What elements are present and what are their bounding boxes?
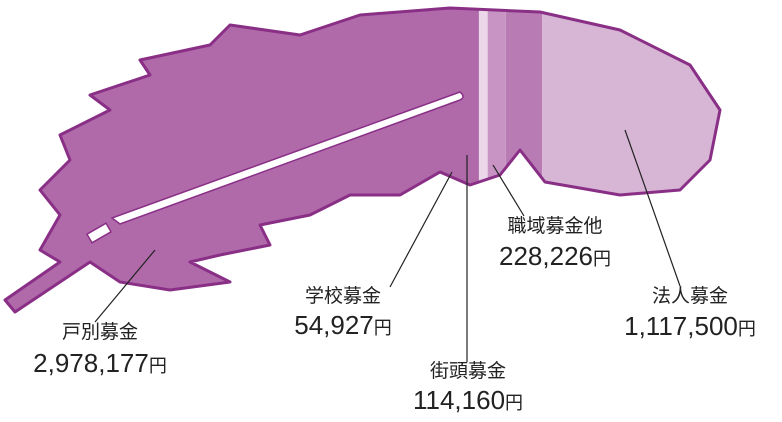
category-label: 街頭募金	[430, 360, 506, 382]
value-number: 2,978,177	[33, 348, 149, 378]
chart: 戸別募金2,978,177円学校募金54,927円街頭募金114,160円職域募…	[0, 0, 782, 422]
value-label: 114,160円	[413, 385, 523, 415]
value-unit: 円	[374, 318, 392, 339]
leader-line	[493, 165, 524, 216]
segment	[542, 0, 720, 330]
value-label: 228,226円	[499, 241, 611, 271]
value-number: 114,160	[413, 385, 505, 415]
category-label: 法人募金	[652, 285, 728, 307]
segment	[5, 0, 479, 330]
value-number: 54,927	[294, 310, 374, 340]
value-label: 2,978,177円	[33, 348, 167, 378]
value-label: 1,117,500円	[624, 311, 756, 341]
value-number: 1,117,500	[624, 311, 738, 341]
value-unit: 円	[149, 356, 167, 377]
category-label: 職域募金他	[507, 215, 602, 237]
value-unit: 円	[505, 393, 523, 414]
segment	[506, 0, 542, 330]
value-label: 54,927円	[294, 310, 392, 340]
value-unit: 円	[738, 319, 756, 340]
category-label: 学校募金	[305, 285, 381, 307]
value-number: 228,226	[499, 241, 593, 271]
segment	[488, 0, 506, 330]
segment	[479, 0, 488, 330]
feather-body	[5, 0, 720, 330]
category-label: 戸別募金	[62, 321, 138, 343]
value-unit: 円	[593, 249, 611, 270]
